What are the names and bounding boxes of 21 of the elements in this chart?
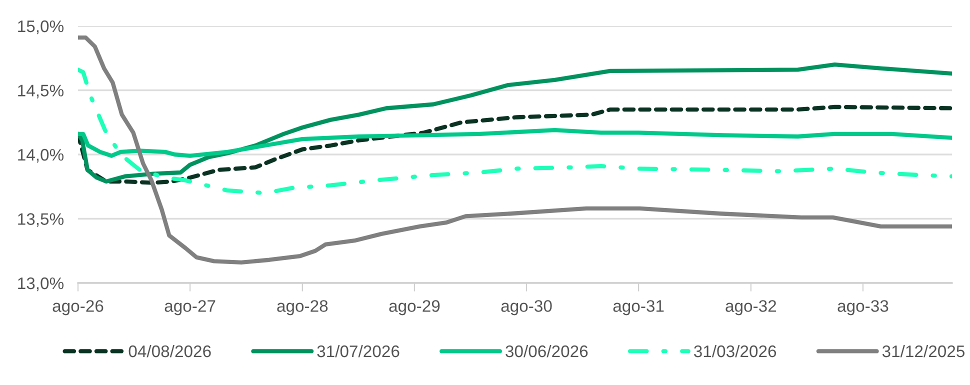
y-tick-label: 13,0% [18, 277, 64, 292]
x-tick-label: ago-32 [726, 300, 776, 316]
line-series [78, 35, 952, 265]
x-tick-label: ago-27 [164, 300, 216, 316]
y-tick-label: 13,5% [18, 213, 64, 227]
legend-label: 04/08/2026 [128, 344, 211, 358]
legend-label: 31/12/2025 [882, 344, 964, 358]
line-series [78, 104, 952, 185]
legend-label: 30/06/2026 [506, 344, 588, 358]
y-tick-label: 14,0% [18, 148, 64, 163]
x-tick-label: ago-26 [52, 300, 104, 316]
y-tick-label: 15,0% [18, 20, 64, 34]
legend-label: 31/07/2026 [317, 344, 400, 358]
x-tick-label: ago-29 [389, 300, 440, 316]
x-tick-label: ago-31 [613, 300, 664, 316]
line-series [78, 128, 952, 158]
y-tick-label: 14,5% [18, 84, 64, 98]
x-tick-label: ago-28 [277, 300, 328, 316]
x-tick-label: ago-33 [838, 300, 888, 316]
legend-label: 31/03/2026 [694, 344, 776, 358]
x-tick-label: ago-30 [501, 300, 552, 316]
